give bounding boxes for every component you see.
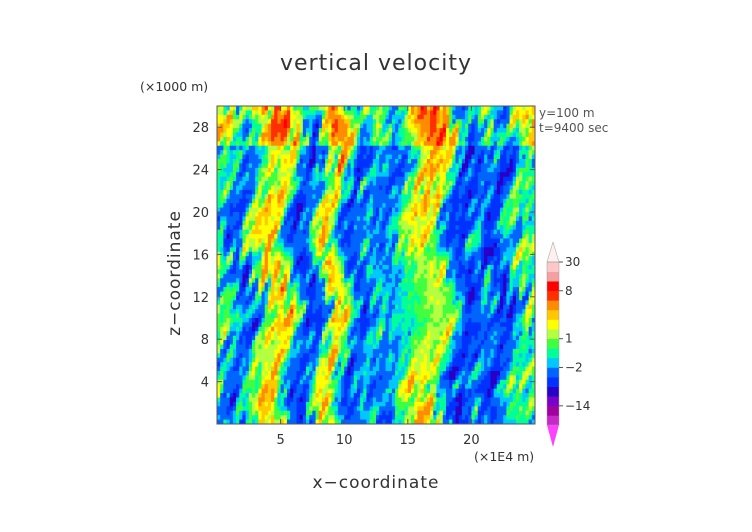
y-tick-label: 16 [192, 248, 209, 263]
y-tick-label: 12 [192, 291, 209, 306]
colorbar-extend-min [547, 425, 559, 447]
x-axis-unit: (×1E4 m) [474, 449, 534, 464]
colorbar-swatch [547, 396, 559, 407]
colorbar-swatch [547, 271, 559, 282]
colorbar-tick-label: 30 [565, 255, 580, 269]
y-tick-label: 8 [201, 333, 209, 348]
chart-title: vertical velocity [280, 51, 472, 76]
colorbar-swatch [547, 357, 559, 368]
y-tick-label: 28 [192, 121, 209, 136]
colorbar-swatch [547, 377, 559, 387]
heatmap-field [217, 106, 535, 424]
colorbar-swatch [547, 290, 559, 301]
x-tick-label: 10 [336, 433, 353, 448]
colorbar-swatch [547, 281, 559, 292]
colorbar-swatch [547, 319, 559, 330]
colorbar-tick-label: −2 [565, 360, 583, 374]
colorbar-frame [546, 261, 560, 426]
x-axis-label: x−coordinate [313, 473, 440, 493]
plot-frame [216, 105, 536, 425]
y-axis-label: z−coordinate [165, 210, 185, 336]
colorbar-swatch [547, 338, 559, 349]
y-tick-label: 4 [201, 376, 209, 391]
colorbar-swatch [547, 262, 559, 272]
colorbar-extend-max [546, 241, 560, 263]
x-tick-label: 15 [400, 433, 417, 448]
colorbar-swatch [547, 405, 559, 416]
colorbar-swatch [547, 300, 559, 311]
colorbar-swatch [547, 348, 559, 359]
colorbar-swatch [547, 309, 559, 320]
colorbar-swatch [547, 329, 559, 340]
colorbar-tick-label: 1 [565, 332, 573, 346]
colorbar-swatch [547, 415, 559, 426]
colorbar-tick-label: −14 [565, 399, 590, 413]
colorbar-swatch [547, 386, 559, 397]
y-axis-ticks: 4 8 12 16 20 24 28 [192, 121, 535, 391]
colorbar: 30 8 1 −2 −14 [546, 241, 590, 447]
annotation-y-position: y=100 m [539, 106, 595, 120]
y-tick-label: 20 [192, 206, 209, 221]
x-tick-label: 5 [276, 433, 284, 448]
annotation-time: t=9400 sec [539, 121, 608, 135]
colorbar-swatch [547, 367, 559, 378]
y-axis-unit: (×1000 m) [140, 79, 208, 94]
y-tick-label: 24 [192, 164, 209, 179]
x-tick-label: 20 [463, 433, 480, 448]
colorbar-tick-label: 8 [565, 284, 573, 298]
x-axis-ticks: 5 10 15 20 [276, 106, 480, 448]
